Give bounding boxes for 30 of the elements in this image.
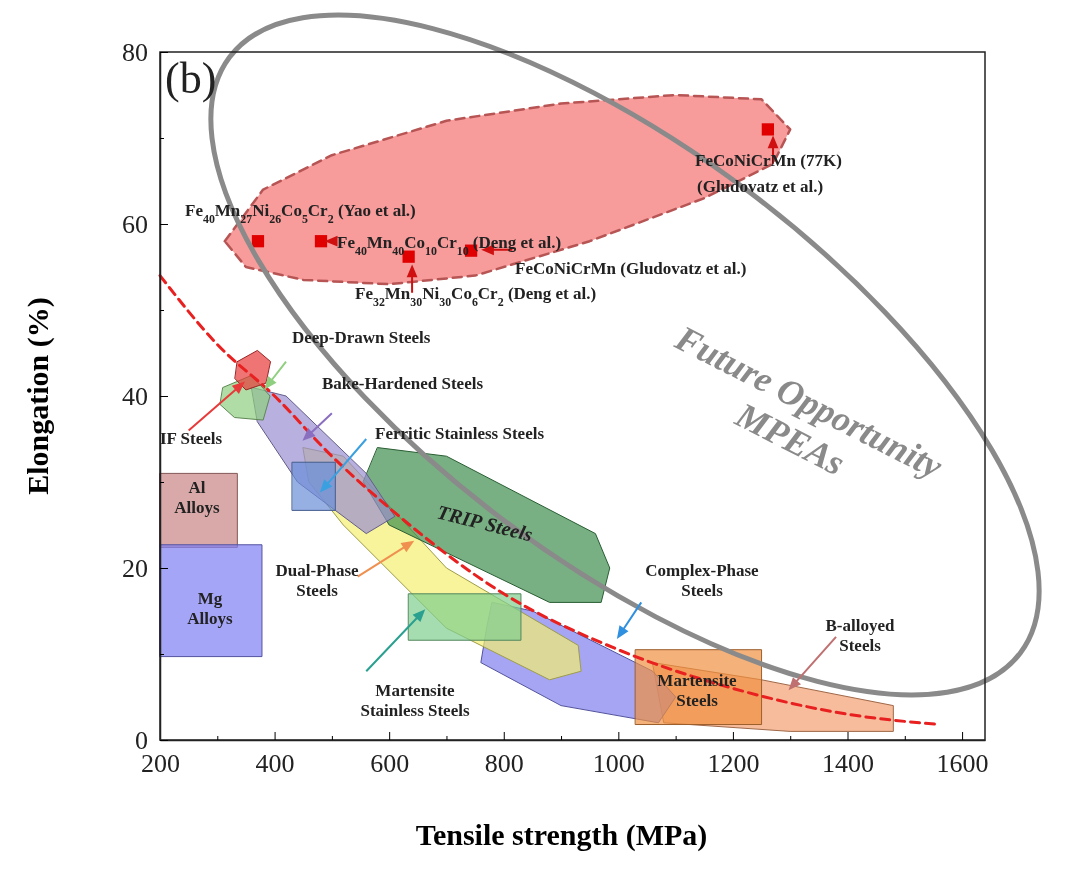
annotation: Deep-Drawn Steels — [292, 327, 431, 347]
annotation: IF Steels — [160, 428, 223, 448]
annotation: Mg Alloys — [187, 589, 234, 628]
y-axis-title: Elongation (%) — [21, 297, 55, 495]
annotation: Complex-Phase Steels — [645, 561, 760, 600]
annotation: FeCoNiCrMn (Gludovatz et al.) — [515, 258, 747, 278]
text: Fe$_{40}$Mn$_{27}$Ni$_{26}$Co$_{5}$Cr$_{2}$ (Yao et al.) — [185, 200, 416, 226]
text: Fe$_{32}$Mn$_{30}$Ni$_{30}$Co$_{6}$Cr$_{2}$ (Deng et al.) — [355, 283, 597, 309]
x-tick-label: 1000 — [592, 749, 645, 779]
annotation: (b) — [165, 54, 217, 104]
x-tick-label: 1400 — [822, 749, 874, 779]
y-tick-label: 40 — [122, 381, 148, 411]
x-tick-label: 600 — [370, 749, 410, 779]
y-tick-label: 60 — [122, 209, 148, 239]
y-tick-label: 80 — [122, 37, 148, 67]
annotation: Al Alloys — [174, 478, 221, 517]
annotation: Bake-Hardened Steels — [322, 373, 484, 393]
annotation: FeCoNiCrMn (77K) — [695, 150, 842, 170]
annotation: (Gludovatz et al.) — [697, 176, 824, 196]
x-tick-label: 1200 — [707, 749, 760, 779]
annotation: Dual-Phase Steels — [275, 561, 360, 600]
x-tick-label: 400 — [255, 749, 295, 779]
annotation: Ferritic Stainless Steels — [375, 423, 545, 443]
annotation: TRIP Steels — [434, 500, 536, 546]
y-tick-label: 20 — [122, 553, 148, 583]
x-tick-label: 1600 — [936, 749, 989, 779]
x-tick-label: 800 — [484, 749, 524, 779]
x-axis-title: Tensile strength (MPa) — [415, 818, 708, 852]
annotation: B-alloyed Steels — [825, 616, 896, 655]
annotation: Martensite Stainless Steels — [360, 681, 470, 720]
